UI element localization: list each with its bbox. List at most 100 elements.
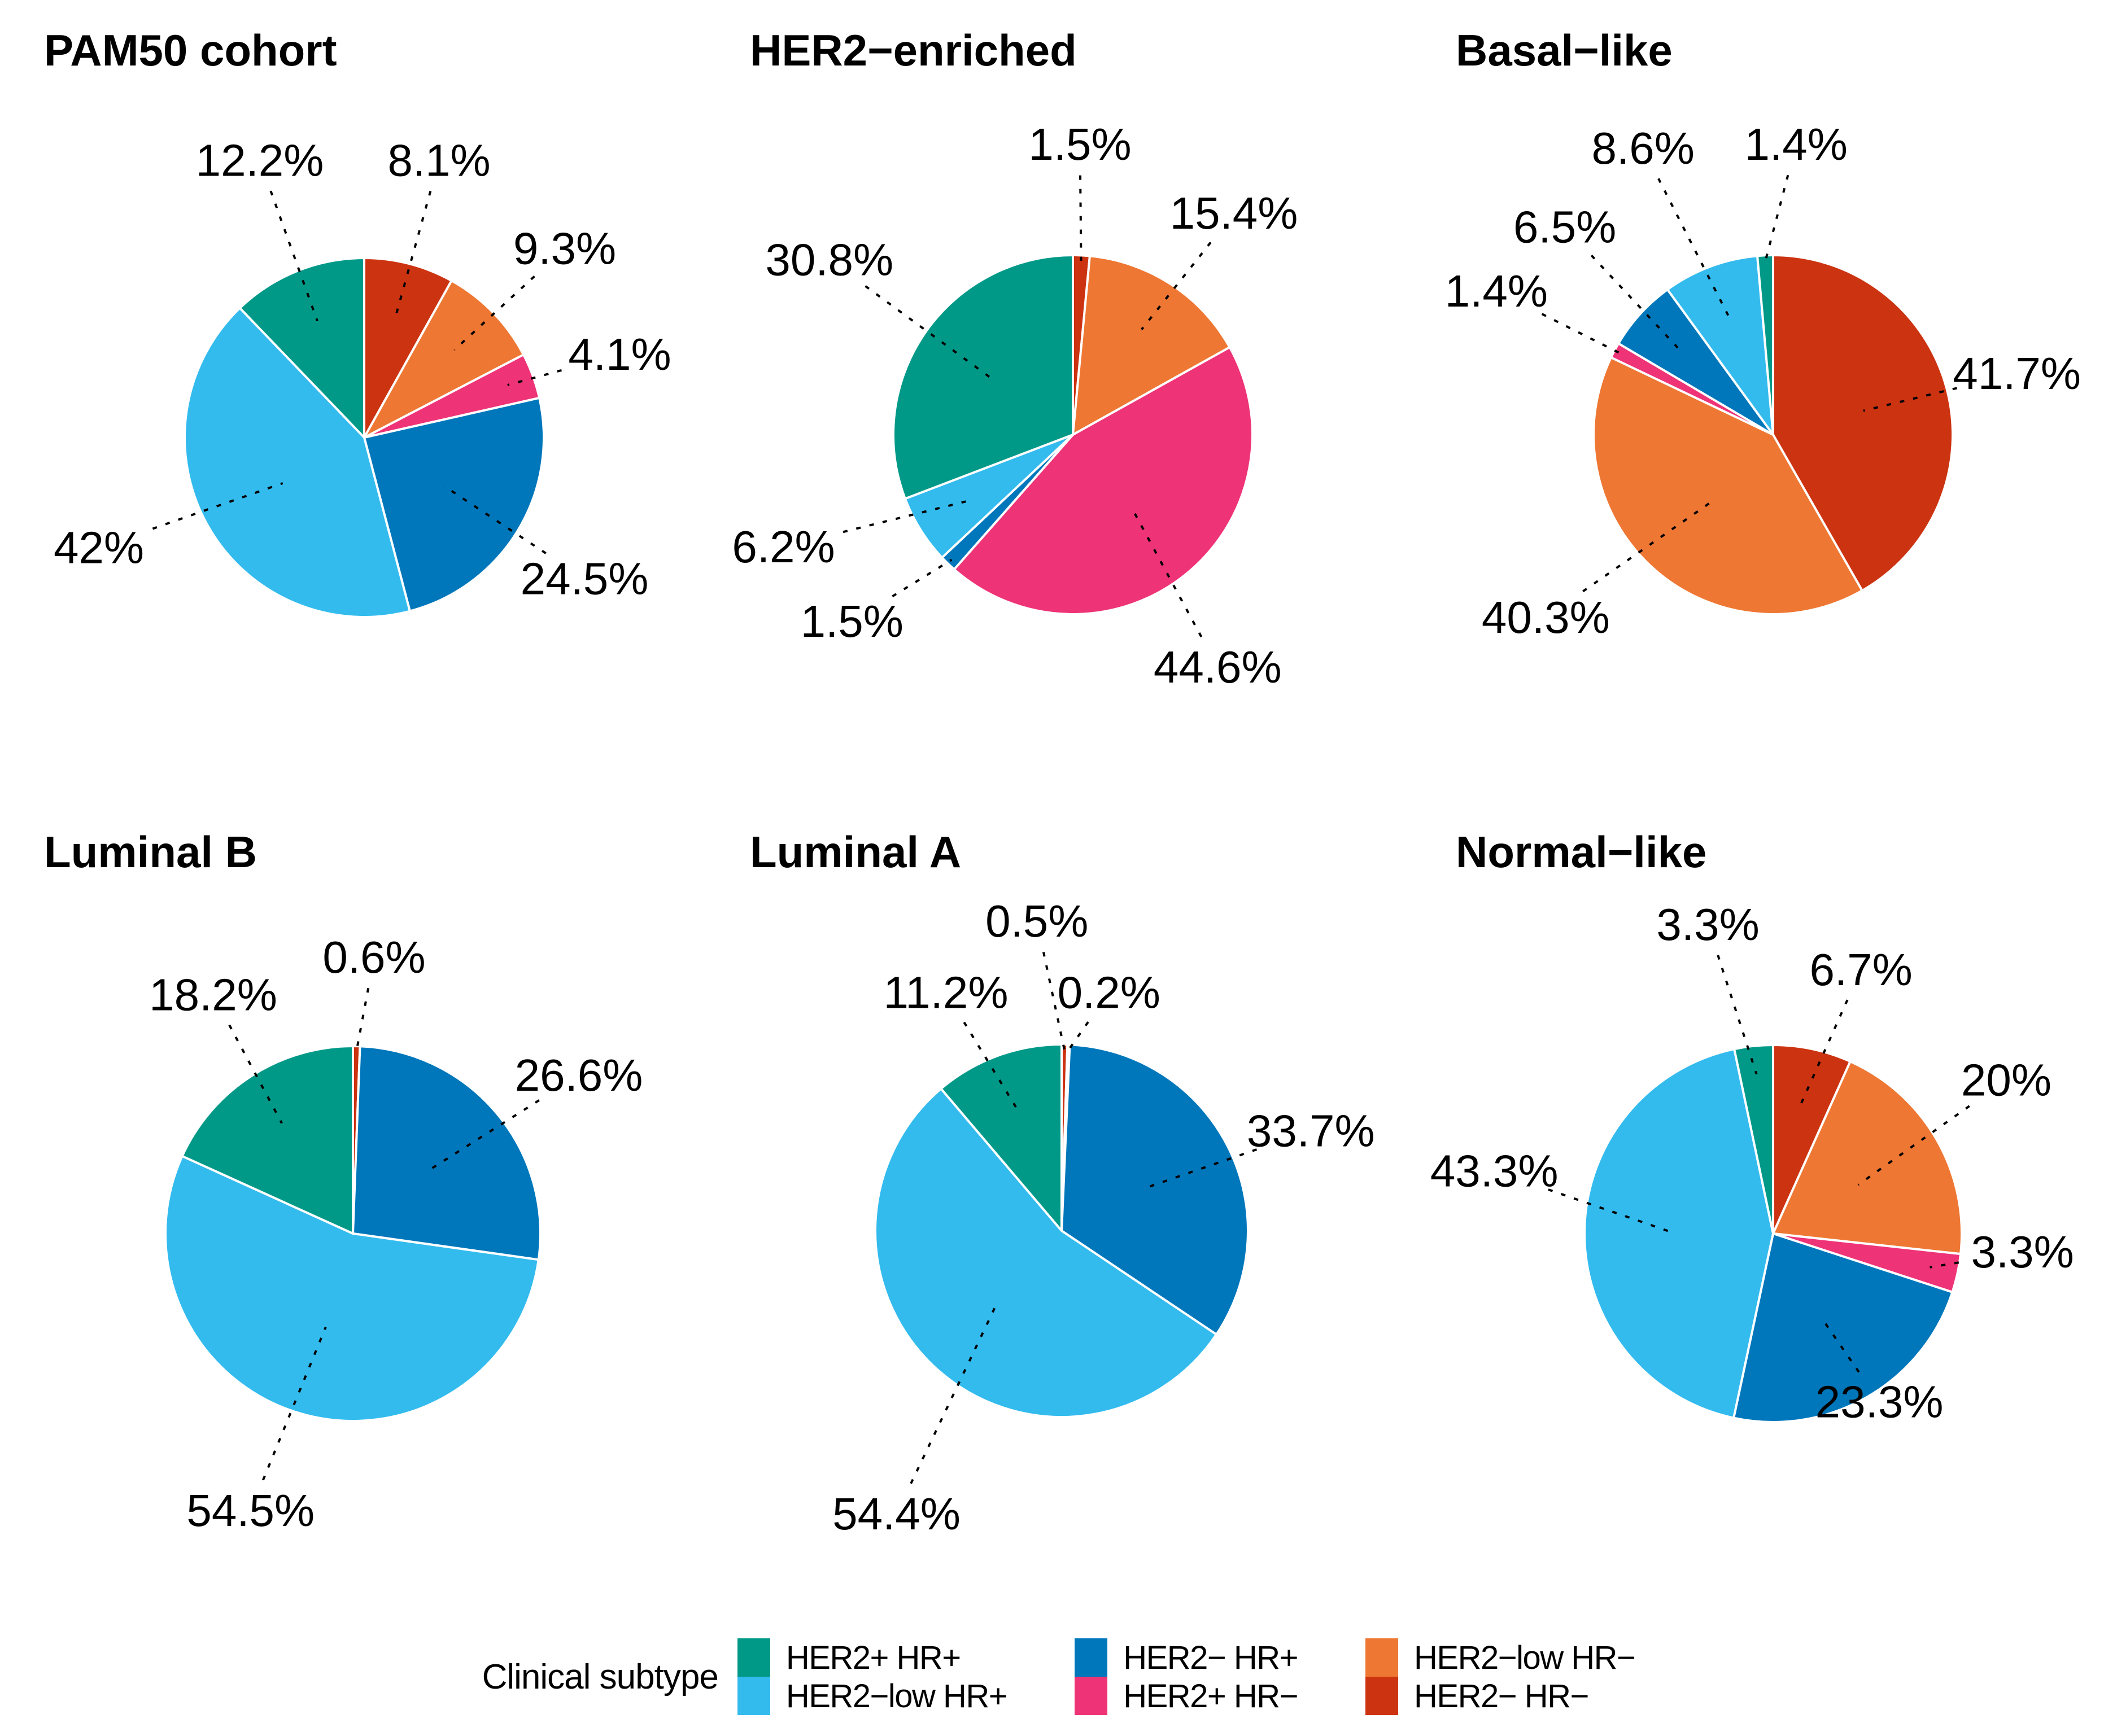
legend-column-1: HER2+ HR+ HER2−low HR+ [737, 1638, 1008, 1715]
slice-label-her2-hr: 4.1% [568, 329, 671, 379]
panel-title-pam50-cohort: PAM50 cohort [44, 25, 337, 75]
pie-slice-her2-hr [953, 346, 1254, 615]
label-leader-line [963, 1021, 1018, 1109]
slice-label-her2-hr: 6.5% [1513, 202, 1616, 252]
pie-slice-her2-hr [1060, 1043, 1249, 1336]
pie-slice-her2-hr [940, 1043, 1063, 1232]
slice-label-her2-low-hr: 0.2% [1058, 967, 1160, 1017]
pie-chart-pam50-cohort: 8.1% 9.3% 4.1% 24.5% 42% 12.2% [54, 135, 671, 618]
panel-title-normal-like: Normal−like [1456, 827, 1707, 877]
slice-label-her2-hr: 3.3% [1656, 899, 1759, 950]
panel-normal-like: Normal−like 6.7% 20% 3.3% 23.3% 43.3% 3.3% [1412, 802, 2117, 1620]
pie-slice-her2-hr [1733, 1044, 1774, 1235]
slice-label-her2-low-hr: 42% [54, 522, 144, 572]
legend-swatch-her2low-hrneg [1365, 1638, 1399, 1677]
label-leader-line [910, 1302, 998, 1484]
label-leader-line [228, 1024, 283, 1124]
label-leader-line [1764, 174, 1789, 261]
pie-slice-her2-low-hr [903, 434, 1074, 559]
pie-slice-her2-hr [363, 257, 453, 439]
slice-label-her2-low-hr: 9.3% [513, 224, 616, 274]
legend-label-her2low-hrpos: HER2−low HR+ [785, 1677, 1008, 1715]
pie-chart-luminal-b: 0.6% 26.6% 54.5% 18.2% [149, 932, 643, 1536]
panel-luminal-b: Luminal B 0.6% 26.6% 54.5% 18.2% [0, 802, 706, 1620]
legend-entry-her2low-hrneg: HER2−low HR− [1365, 1638, 1636, 1677]
slice-label-her2-hr: 24.5% [521, 554, 649, 604]
slice-label-her2-hr: 18.2% [149, 970, 277, 1020]
legend-swatch-her2neg-hrpos [1075, 1638, 1108, 1677]
pie-slice-her2-low-hr [1592, 356, 1863, 615]
pie-slice-her2-hr [892, 254, 1074, 500]
slice-label-her2-low-hr: 43.3% [1430, 1145, 1559, 1196]
pie-slice-her2-low-hr [1772, 1060, 1963, 1256]
slice-label-her2-low-hr: 40.3% [1482, 592, 1610, 642]
pie-slice-her2-hr [1732, 1232, 1954, 1423]
slice-label-her2-hr: 1.4% [1745, 119, 1848, 169]
panel-pam50-cohort: PAM50 cohort 8.1% 9.3% 4.1% 24.5% 42% 12.2% [0, 0, 706, 802]
slice-label-her2-hr: 41.7% [1953, 348, 2081, 399]
slice-label-her2-low-hr: 6.2% [732, 522, 835, 572]
legend-entry-her2pos-hrneg: HER2+ HR− [1075, 1677, 1299, 1715]
pie-slice-her2-low-hr [184, 307, 411, 618]
pie-chart-normal-like: 6.7% 20% 3.3% 23.3% 43.3% 3.3% [1430, 899, 2074, 1427]
legend-swatch-her2neg-hrneg [1365, 1677, 1399, 1715]
label-leader-line [1800, 999, 1849, 1105]
label-leader-line [1930, 1261, 1959, 1269]
legend-label-her2pos-hrpos: HER2+ HR+ [785, 1639, 961, 1676]
legend-entry-her2neg-hrpos: HER2− HR+ [1075, 1638, 1299, 1677]
pie-chart-basal-like: 41.7% 40.3% 1.4% 6.5% 8.6% 1.4% [1445, 119, 2081, 642]
legend-label-her2pos-hrneg: HER2+ HR− [1123, 1677, 1298, 1715]
label-leader-line [427, 1099, 540, 1172]
panel-luminal-a: Luminal A 0.5% 0.2% 33.7% 54.4% 11.2% [706, 802, 1412, 1620]
slice-label-her2-low-hr: 54.4% [832, 1489, 961, 1539]
pie-slice-her2-hr [1756, 254, 1774, 436]
legend-swatch-her2pos-hrpos [737, 1638, 770, 1677]
slice-label-her2-hr: 30.8% [765, 235, 893, 285]
slice-label-her2-hr: 6.7% [1809, 944, 1912, 995]
slice-label-her2-hr: 3.3% [1971, 1227, 2074, 1277]
slice-label-her2-hr: 33.7% [1247, 1105, 1375, 1156]
slice-label-her2-hr: 23.3% [1815, 1376, 1944, 1427]
slice-label-her2-hr: 11.2% [884, 967, 1009, 1017]
pie-slice-her2-hr [352, 1045, 542, 1261]
slice-label-her2-hr: 12.2% [196, 135, 324, 186]
pie-slice-her2-hr [1772, 1044, 1852, 1235]
slice-label-her2-hr: 44.6% [1154, 642, 1282, 692]
slice-label-her2-hr: 1.4% [1445, 266, 1548, 316]
label-leader-line [453, 275, 535, 351]
pie-slice-her2-low-hr [1666, 255, 1774, 436]
legend-title: Clinical subtype [482, 1657, 719, 1696]
legend: Clinical subtype HER2+ HR+ HER2−low HR+ … [0, 1626, 2117, 1728]
slice-label-her2-low-hr: 15.4% [1170, 188, 1298, 238]
pie-slice-her2-low-hr [874, 1087, 1218, 1418]
label-leader-line [1067, 1021, 1089, 1051]
label-leader-line [1079, 175, 1082, 261]
legend-label-her2neg-hrneg: HER2− HR− [1414, 1677, 1589, 1715]
slice-label-her2-hr: 8.1% [387, 135, 490, 186]
panel-title-her2-enriched: HER2−enriched [750, 25, 1077, 75]
pie-slice-her2-hr [1772, 254, 1954, 592]
label-leader-line [1042, 952, 1066, 1051]
label-leader-line [1141, 242, 1212, 330]
pie-chart-luminal-a: 0.5% 0.2% 33.7% 54.4% 11.2% [832, 896, 1375, 1539]
legend-entry-her2pos-hrpos: HER2+ HR+ [737, 1638, 1007, 1677]
legend-columns: HER2+ HR+ HER2−low HR+ HER2− HR+ HER2+ H… [737, 1638, 1636, 1715]
slice-label-her2-hr: 26.6% [515, 1050, 643, 1100]
legend-column-3: HER2−low HR− HER2− HR− [1365, 1638, 1636, 1715]
panel-title-luminal-a: Luminal A [750, 827, 962, 877]
pie-slice-her2-low-hr [1583, 1048, 1774, 1419]
label-leader-line [1548, 1188, 1675, 1235]
legend-column-2: HER2− HR+ HER2+ HR− [1075, 1638, 1299, 1715]
legend-swatch-her2low-hrpos [737, 1677, 770, 1715]
pie-slice-her2-low-hr [164, 1155, 540, 1422]
label-leader-line [1147, 1148, 1258, 1188]
label-leader-line [1541, 313, 1620, 354]
label-leader-line [262, 1327, 327, 1481]
legend-label-her2neg-hrpos: HER2− HR+ [1123, 1639, 1298, 1676]
slice-label-her2-low-hr: 54.5% [186, 1485, 315, 1536]
panel-her2-enriched: HER2−enriched 1.5% 15.4% 44.6% 1.5% 6.2% 30.8… [706, 0, 1412, 802]
legend-entry-her2neg-hrneg: HER2− HR− [1365, 1677, 1635, 1715]
pie-chart-her2-enriched: 1.5% 15.4% 44.6% 1.5% 6.2% 30.8% [732, 119, 1298, 692]
label-leader-line [892, 558, 953, 598]
